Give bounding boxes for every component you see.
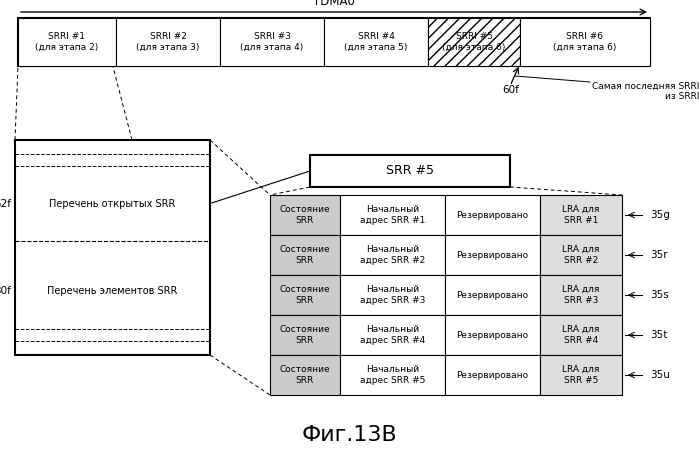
Bar	[340, 275, 445, 315]
Text: Состояние
SRR: Состояние SRR	[280, 365, 331, 385]
Text: 35t: 35t	[650, 330, 668, 340]
Text: Фиг.13В: Фиг.13В	[302, 425, 397, 445]
Text: SRRI #2
(для этапа 3): SRRI #2 (для этапа 3)	[136, 32, 200, 52]
Bar	[445, 275, 540, 315]
Bar	[520, 18, 650, 66]
Bar	[540, 195, 622, 235]
Text: Самая последняя SRRI, восстановленная
из SRRI #4: Самая последняя SRRI, восстановленная из…	[592, 82, 699, 101]
Text: SRRI #6
(для этапа 6): SRRI #6 (для этапа 6)	[554, 32, 617, 52]
Bar	[270, 355, 340, 395]
Bar	[540, 315, 622, 355]
Text: Начальный
адрес SRR #4: Начальный адрес SRR #4	[360, 325, 425, 344]
Text: Резервировано: Резервировано	[456, 250, 528, 259]
Text: 35s: 35s	[650, 290, 669, 300]
Bar	[270, 315, 340, 355]
Bar	[270, 195, 340, 235]
Bar	[116, 18, 220, 66]
Bar	[445, 195, 540, 235]
Text: Резервировано: Резервировано	[456, 331, 528, 339]
Bar	[270, 235, 340, 275]
Text: Начальный
адрес SRR #5: Начальный адрес SRR #5	[360, 365, 425, 385]
Text: LRA для
SRR #2: LRA для SRR #2	[562, 245, 600, 265]
Text: SRRI #4
(для этапа 5): SRRI #4 (для этапа 5)	[345, 32, 408, 52]
Text: SRR #5: SRR #5	[386, 164, 434, 177]
Text: 30f: 30f	[0, 286, 11, 296]
Bar	[220, 18, 324, 66]
Bar	[340, 195, 445, 235]
Text: Перечень элементов SRR: Перечень элементов SRR	[48, 286, 178, 296]
Text: 35r: 35r	[650, 250, 668, 260]
Text: 52f: 52f	[0, 199, 11, 208]
Bar	[340, 355, 445, 395]
Text: Начальный
адрес SRR #3: Начальный адрес SRR #3	[360, 285, 425, 305]
Text: 35u: 35u	[650, 370, 670, 380]
Bar	[445, 315, 540, 355]
Bar	[340, 315, 445, 355]
Bar	[310, 155, 510, 187]
Bar	[15, 140, 210, 355]
Text: Состояние
SRR: Состояние SRR	[280, 245, 331, 265]
Bar	[428, 18, 520, 66]
Bar	[270, 275, 340, 315]
Text: Начальный
адрес SRR #2: Начальный адрес SRR #2	[360, 245, 425, 265]
Text: Резервировано: Резервировано	[456, 211, 528, 219]
Text: SRRI #1
(для этапа 2): SRRI #1 (для этапа 2)	[36, 32, 99, 52]
Text: Начальный
адрес SRR #1: Начальный адрес SRR #1	[360, 205, 425, 225]
Bar	[18, 18, 116, 66]
Text: 35g: 35g	[650, 210, 670, 220]
Text: LRA для
SRR #5: LRA для SRR #5	[562, 365, 600, 385]
Text: Резервировано: Резервировано	[456, 290, 528, 300]
Bar	[340, 235, 445, 275]
Text: LRA для
SRR #4: LRA для SRR #4	[562, 325, 600, 344]
Bar	[540, 235, 622, 275]
Text: LRA для
SRR #3: LRA для SRR #3	[562, 285, 600, 305]
Bar	[445, 355, 540, 395]
Text: Состояние
SRR: Состояние SRR	[280, 205, 331, 225]
Text: Перечень открытых SRR: Перечень открытых SRR	[50, 199, 175, 208]
Bar	[445, 235, 540, 275]
Text: Состояние
SRR: Состояние SRR	[280, 325, 331, 344]
Text: SRRI #3
(для этапа 4): SRRI #3 (для этапа 4)	[240, 32, 303, 52]
Bar	[540, 355, 622, 395]
Bar	[540, 275, 622, 315]
Text: 60f: 60f	[502, 85, 519, 95]
Text: Резервировано: Резервировано	[456, 370, 528, 380]
Text: Состояние
SRR: Состояние SRR	[280, 285, 331, 305]
Bar	[324, 18, 428, 66]
Bar	[18, 18, 650, 66]
Text: SRRI #5
(для этапа 6): SRRI #5 (для этапа 6)	[442, 32, 505, 52]
Text: TDMA0: TDMA0	[313, 0, 355, 8]
Text: LRA для
SRR #1: LRA для SRR #1	[562, 205, 600, 225]
